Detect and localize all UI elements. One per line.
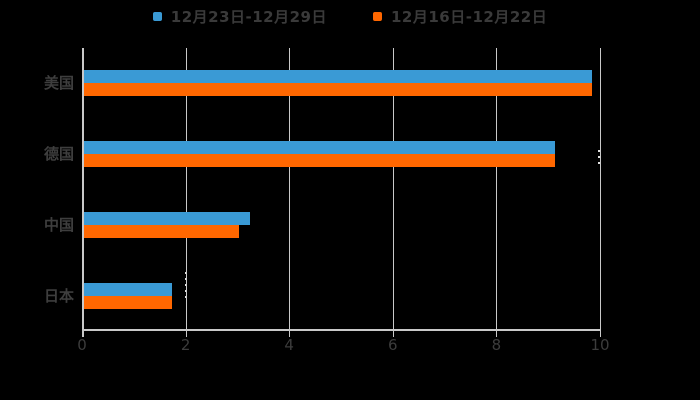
- legend-item-week2[interactable]: 12月23日-12月29日: [152, 6, 327, 27]
- gridline-x-2: [186, 48, 187, 331]
- x-axis-tick: [600, 331, 601, 337]
- x-tick-label-4: 4: [284, 336, 294, 354]
- plot-area: [82, 48, 601, 337]
- x-axis-line: [82, 329, 601, 331]
- legend-label-week2: 12月23日-12月29日: [170, 7, 327, 26]
- bar-美国-series2[interactable]: [84, 83, 592, 96]
- bar-日本-series1[interactable]: [84, 283, 172, 296]
- legend-label-week1: 12月16日-12月22日: [391, 7, 548, 26]
- x-axis-tick: [289, 331, 290, 337]
- bar-德国-series1[interactable]: [84, 141, 555, 154]
- category-label-美国: 美国: [43, 74, 74, 92]
- x-axis-tick: [496, 331, 497, 337]
- bar-中国-series2[interactable]: [84, 225, 239, 238]
- gridline-x-4: [289, 48, 290, 331]
- x-tick-label-6: 6: [388, 336, 398, 354]
- x-tick-label-2: 2: [180, 336, 191, 354]
- x-tick-label-10: 10: [590, 336, 610, 354]
- x-axis-tick: [186, 331, 187, 337]
- y-axis-line: [82, 48, 84, 337]
- legend-swatch-icon: [152, 11, 162, 21]
- bar-日本-series2[interactable]: [84, 296, 172, 309]
- gridline-x-6: [393, 48, 394, 331]
- category-label-中国: 中国: [43, 216, 74, 234]
- x-tick-label-8: 8: [491, 336, 502, 354]
- x-axis-tick: [82, 331, 83, 337]
- gridline-dash-artifact: [598, 150, 600, 168]
- gridline-x-8: [496, 48, 497, 331]
- x-tick-label-0: 0: [77, 336, 87, 354]
- bar-中国-series1[interactable]: [84, 212, 250, 225]
- category-label-日本: 日本: [43, 287, 74, 305]
- legend: 12月23日-12月29日 12月16日-12月22日: [0, 4, 700, 28]
- x-axis-tick: [393, 331, 394, 337]
- bar-德国-series2[interactable]: [84, 154, 555, 167]
- bar-美国-series1[interactable]: [84, 70, 592, 83]
- gridline-x-10: [600, 48, 601, 331]
- legend-item-week1[interactable]: 12月16日-12月22日: [373, 6, 547, 27]
- category-label-德国: 德国: [43, 145, 74, 163]
- legend-swatch-icon: [373, 11, 382, 21]
